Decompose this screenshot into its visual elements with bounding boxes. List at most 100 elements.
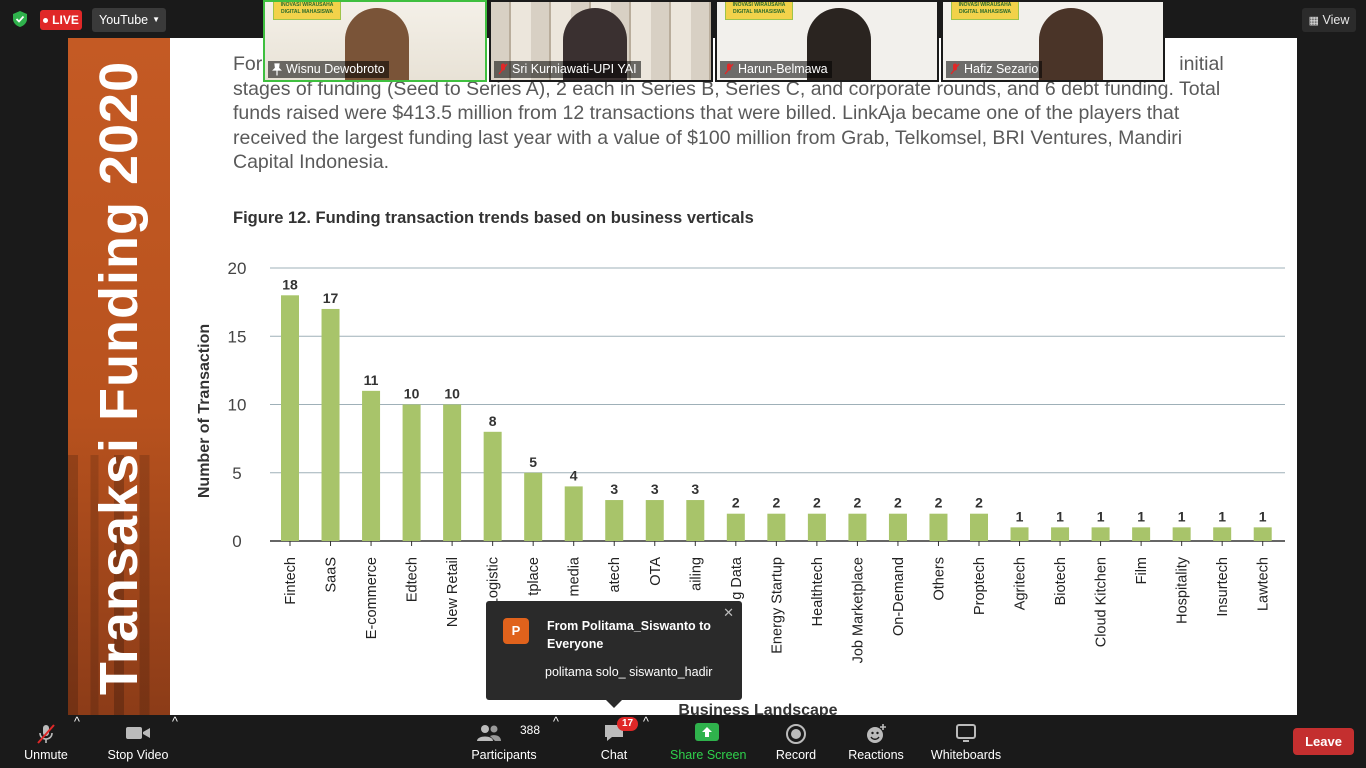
body-line: received the largest funding last year w… (233, 126, 1183, 149)
chat-button[interactable]: 17 Chat (592, 715, 639, 768)
participants-icon (477, 725, 502, 741)
x-tick-label: atech (607, 557, 623, 592)
data-label: 2 (732, 495, 740, 511)
participant-name-label: Hafiz Sezario (946, 61, 1043, 78)
bar (1213, 527, 1232, 541)
slide-sidebar: Transaksi Funding 2020 (68, 38, 170, 715)
x-tick-label: Fintech (283, 557, 299, 605)
y-tick-label: 20 (228, 259, 247, 278)
audio-options-chevron-icon[interactable]: ^ (74, 715, 80, 729)
x-tick-label: On-Demand (891, 557, 907, 636)
body-line: Capital Indonesia. (233, 151, 390, 173)
data-label: 10 (444, 386, 460, 402)
data-label: 2 (854, 495, 862, 511)
body-line: funds raised were $413.5 million from 12… (233, 102, 1180, 124)
data-label: 3 (691, 481, 699, 497)
data-label: 1 (1056, 508, 1064, 524)
x-tick-label: ailing (688, 557, 704, 591)
participants-options-chevron-icon[interactable]: ^ (553, 715, 559, 729)
bar (281, 295, 299, 541)
live-label: LIVE (52, 13, 79, 27)
bar (807, 513, 826, 541)
data-label: 3 (651, 481, 659, 497)
bar (645, 500, 664, 541)
record-label: Record (775, 748, 817, 762)
bar (767, 513, 786, 541)
data-label: 1 (1259, 508, 1267, 524)
data-label: 2 (813, 495, 821, 511)
bar (1172, 527, 1191, 541)
mic-muted-icon (498, 63, 508, 75)
participants-button[interactable]: 388 Participants (470, 715, 541, 768)
participant-tile-wisnu[interactable]: INOVASI WIRAUSAHA DIGITAL MAHASISWA Wisnu… (263, 0, 487, 82)
bar (321, 308, 340, 541)
data-label: 11 (364, 372, 379, 388)
data-label: 2 (772, 495, 780, 511)
bar (888, 513, 907, 541)
y-axis-label: Number of Transaction (196, 324, 213, 498)
record-icon (786, 724, 806, 744)
mic-muted-icon (37, 724, 55, 744)
data-label: 1 (1218, 508, 1226, 524)
participant-count: 388 (520, 723, 541, 737)
live-dot-icon (43, 18, 49, 24)
stop-video-label: Stop Video (107, 748, 169, 762)
data-label: 5 (529, 454, 537, 470)
y-tick-label: 0 (232, 532, 241, 551)
participant-tile-sri[interactable]: Sri Kurniawati-UPI YAI (489, 0, 713, 82)
x-tick-label: Film (1134, 557, 1150, 584)
stream-target-label: YouTube (99, 13, 149, 27)
bar (443, 404, 462, 541)
participant-tile-harun[interactable]: INOVASI WIRAUSAHA DIGITAL MAHASISWA Harun… (715, 0, 939, 82)
whiteboards-button[interactable]: Whiteboards (928, 715, 1004, 768)
x-tick-label: New Retail (445, 557, 461, 627)
x-tick-label: media (567, 556, 583, 596)
close-icon[interactable]: ✕ (723, 605, 734, 620)
x-tick-label: Edtech (405, 557, 421, 602)
bar (564, 486, 583, 541)
chevron-down-icon: ▼ (152, 15, 160, 24)
participant-name-label: Wisnu Dewobroto (268, 61, 389, 78)
bar (1253, 527, 1272, 541)
x-tick-label: E-commerce (364, 557, 380, 639)
share-screen-icon (695, 723, 719, 741)
pin-icon (272, 63, 282, 76)
x-tick-label: Healthtech (810, 557, 826, 626)
stream-target-dropdown[interactable]: YouTube ▼ (92, 8, 166, 32)
unmute-button[interactable]: Unmute (14, 715, 78, 768)
chat-sender-line: From Politama_Siswanto to Everyone (547, 619, 711, 651)
sender-avatar: P (503, 618, 529, 644)
x-tick-label: Job Marketplace (850, 557, 866, 663)
record-button[interactable]: Record (770, 715, 822, 768)
x-tick-label: Lawtech (1256, 557, 1272, 611)
bar (402, 404, 421, 541)
body-line: stages of funding (Seed to Series A), 2 … (233, 77, 1221, 100)
data-label: 1 (1137, 508, 1145, 524)
chat-options-chevron-icon[interactable]: ^ (643, 715, 649, 729)
share-screen-button[interactable]: Share Screen (670, 715, 746, 768)
participant-tile-hafiz[interactable]: INOVASI WIRAUSAHA DIGITAL MAHASISWA Hafiz… (941, 0, 1165, 82)
chat-notification-popup[interactable]: P From Politama_Siswanto to Everyone pol… (486, 601, 742, 708)
reactions-button[interactable]: Reactions (846, 715, 906, 768)
y-tick-label: 10 (228, 396, 247, 415)
x-tick-label: g Data (729, 556, 745, 600)
data-label: 18 (282, 276, 298, 292)
live-indicator[interactable]: LIVE (40, 10, 82, 30)
bar (1010, 527, 1029, 541)
view-button[interactable]: ▦ View (1302, 8, 1356, 32)
x-tick-label: Logistic (486, 557, 502, 606)
video-options-chevron-icon[interactable]: ^ (172, 715, 178, 729)
event-banner-logo: INOVASI WIRAUSAHA DIGITAL MAHASISWA (725, 2, 793, 20)
y-tick-label: 15 (228, 327, 247, 346)
meeting-toolbar: Unmute ^ Stop Video ^ 388 Participants ^… (0, 715, 1366, 768)
leave-button[interactable]: Leave (1293, 728, 1354, 755)
slide-body-text: For initial stages of funding (Seed to Se… (233, 52, 1233, 175)
x-tick-label: Proptech (972, 557, 988, 615)
mic-muted-icon (724, 63, 734, 75)
security-shield-icon[interactable] (11, 10, 29, 28)
bar (524, 472, 543, 541)
data-label: 1 (1097, 508, 1105, 524)
stop-video-button[interactable]: Stop Video (104, 715, 172, 768)
x-tick-label: Biotech (1053, 557, 1069, 605)
